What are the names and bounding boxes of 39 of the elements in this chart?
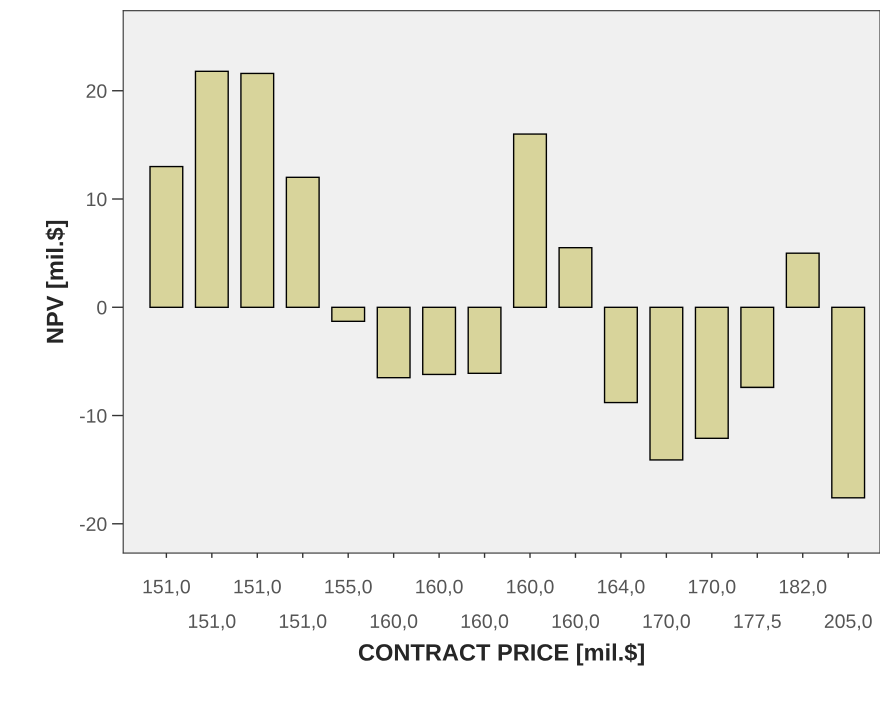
bar bbox=[558, 247, 593, 308]
x-tick-label: 160,0 bbox=[552, 614, 600, 630]
bar bbox=[604, 306, 638, 404]
bar bbox=[649, 306, 684, 461]
bar bbox=[286, 176, 320, 308]
x-tick-label: 177,5 bbox=[734, 614, 781, 630]
x-tick-label: 160,0 bbox=[416, 580, 463, 596]
x-tick-label: 164,0 bbox=[598, 580, 644, 596]
bar bbox=[376, 306, 411, 378]
x-tick-label: 155,0 bbox=[325, 580, 372, 596]
x-tick-label: 160,0 bbox=[507, 580, 554, 596]
x-tick-label: 151,0 bbox=[234, 580, 281, 596]
x-tick-label: 151,0 bbox=[280, 614, 326, 630]
bar bbox=[740, 306, 774, 388]
x-axis-title: CONTRACT PRICE [mil.$] bbox=[358, 643, 644, 666]
bar bbox=[194, 70, 229, 308]
x-tick-label: 182,0 bbox=[780, 580, 826, 596]
x-tick-label: 170,0 bbox=[644, 614, 690, 630]
bar bbox=[149, 166, 184, 308]
y-tick-label: -10 bbox=[80, 408, 106, 423]
bar bbox=[786, 252, 820, 308]
bar bbox=[240, 72, 274, 308]
bar bbox=[512, 133, 548, 308]
y-axis-title: NPV [mil.$] bbox=[46, 220, 68, 343]
bar bbox=[331, 306, 366, 322]
x-tick-label: 205,0 bbox=[824, 614, 872, 630]
y-tick-label: 20 bbox=[86, 84, 106, 98]
bar bbox=[422, 306, 456, 376]
bar bbox=[831, 306, 866, 498]
y-tick-label: -20 bbox=[80, 517, 106, 532]
x-tick-label: 151,0 bbox=[188, 614, 236, 630]
bar bbox=[694, 306, 729, 439]
x-tick-label: 160,0 bbox=[370, 614, 418, 630]
bar bbox=[467, 306, 502, 374]
x-tick-label: 151,0 bbox=[144, 580, 190, 596]
y-tick-label: 10 bbox=[87, 192, 106, 206]
x-tick-label: 170,0 bbox=[688, 580, 736, 596]
y-tick-label: 0 bbox=[97, 300, 106, 315]
x-tick-label: 160,0 bbox=[462, 614, 508, 630]
